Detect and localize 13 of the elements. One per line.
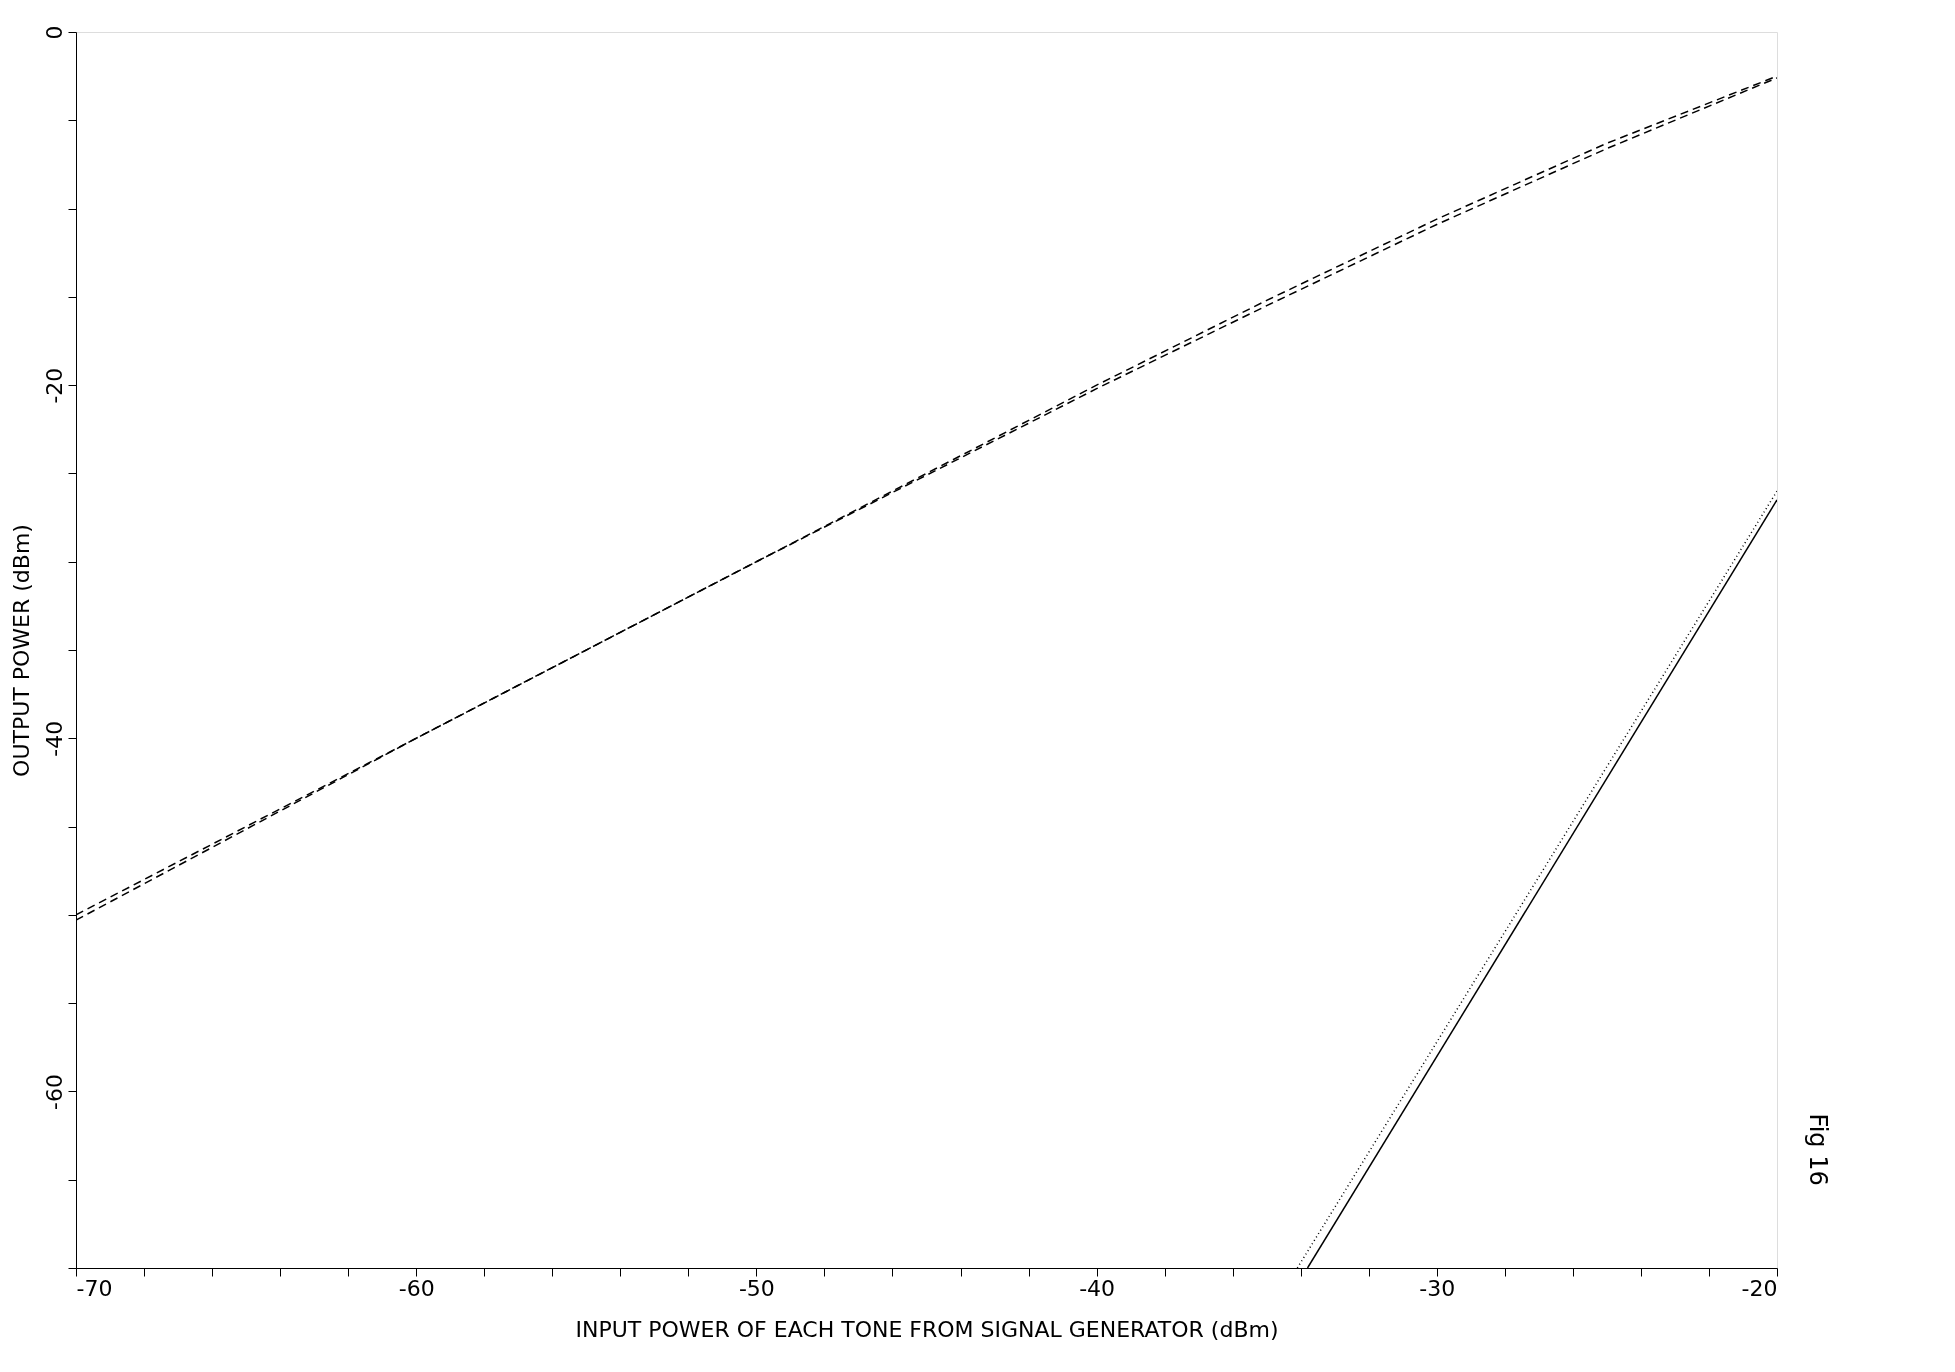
- x-tick-label: -50: [738, 1275, 775, 1301]
- y-tick-label: -40: [41, 720, 67, 757]
- x-axis-title: INPUT POWER OF EACH TONE FROM SIGNAL GENERATOR (dBm): [575, 1316, 1279, 1342]
- y-tick-label: -20: [41, 367, 67, 404]
- x-tick-label: -30: [1419, 1275, 1456, 1301]
- x-tick-label: -70: [76, 1275, 113, 1301]
- x-tick-label: -60: [398, 1275, 435, 1301]
- y-axis-title: OUTPUT POWER (dBm): [8, 524, 34, 777]
- caption: Fig 16: [1804, 1113, 1832, 1186]
- y-tick-label: -60: [41, 1073, 67, 1110]
- x-tick-label: -20: [1741, 1275, 1778, 1301]
- y-tick-label: 0: [41, 25, 67, 40]
- x-tick-label: -40: [1079, 1275, 1116, 1301]
